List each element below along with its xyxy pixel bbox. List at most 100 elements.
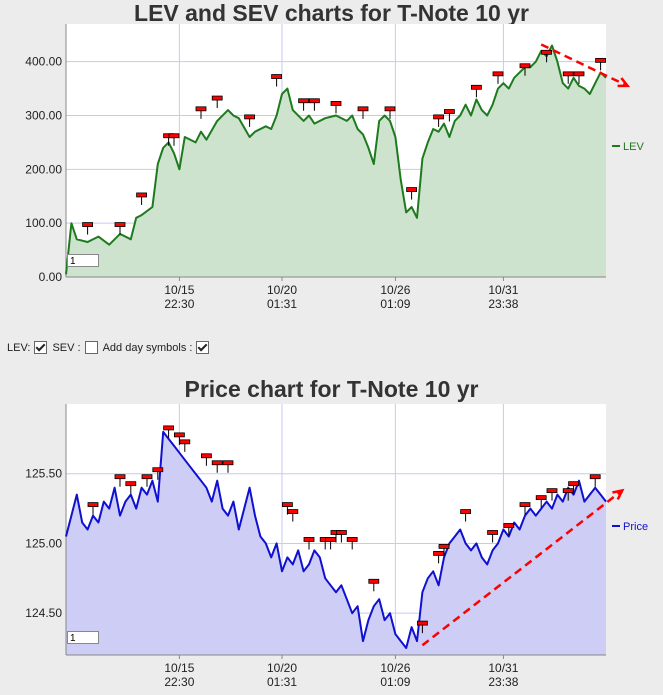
y-tick-label: 125.00 [25,536,62,550]
event-marker-flag [562,71,574,77]
event-marker-flag [368,578,380,584]
event-marker-flag [443,109,455,114]
event-marker-flag [163,425,175,431]
event-marker [335,530,347,543]
event-marker [298,98,310,111]
event-marker [433,114,445,127]
event-marker-flag [438,544,450,549]
event-marker [125,481,137,494]
event-marker [562,71,574,84]
event-marker-flag [546,488,558,494]
event-marker [82,222,93,235]
event-marker-flag [325,537,337,542]
x-tick-label-date: 10/15 [164,283,194,297]
event-marker-flag [406,187,418,192]
event-marker [519,502,531,515]
event-marker [443,109,455,122]
event-marker [460,509,472,522]
event-marker [346,537,358,550]
event-marker-flag [433,114,445,120]
event-marker-flag [141,474,153,480]
event-marker-flag [433,550,445,556]
event-marker-flag [173,432,185,438]
event-marker-flag [303,537,315,542]
event-marker-flag [281,502,293,507]
event-marker-flag [222,460,234,466]
event-marker-flag [298,98,310,104]
x-tick-label-time: 23:38 [488,297,518,311]
event-marker [136,192,148,205]
event-marker [492,71,504,84]
event-marker [200,453,212,466]
event-marker [519,63,531,76]
legend-label: Price [623,521,648,533]
event-marker-flag [200,453,212,459]
x-tick-label-date: 10/26 [380,283,410,297]
event-marker-flag [562,488,574,494]
x-tick-label-date: 10/31 [488,283,518,297]
y-tick-label: 124.50 [25,606,62,620]
event-marker-flag [460,509,472,514]
event-marker-flag [535,495,547,501]
event-marker [114,474,126,487]
event-marker [244,114,256,127]
event-marker-flag [541,49,552,55]
event-marker-flag [287,509,299,514]
event-marker [470,84,482,98]
event-marker-flag [211,460,223,466]
event-marker-flag [519,63,531,69]
trend-line [540,43,629,88]
price-chart-title: Price chart for T-Note 10 yr [184,376,479,402]
event-marker [271,74,283,87]
event-marker-flag [195,106,207,112]
event-marker [222,460,234,473]
event-marker [546,488,558,501]
event-marker-flag [589,474,601,480]
event-marker-flag [346,537,358,542]
event-marker [384,106,396,119]
event-marker [211,95,223,109]
event-marker-flag [384,106,396,112]
series-line [65,430,607,649]
event-marker [87,502,99,515]
y-tick-label: 300.00 [25,109,62,123]
event-marker-flag [271,74,283,79]
price-zoom-input[interactable]: 1 [67,631,99,644]
x-tick-label-time: 01:09 [380,675,410,689]
event-marker [168,133,180,146]
event-marker-flag [357,106,369,112]
event-marker [330,101,342,114]
day-symbols-checkbox[interactable] [196,341,210,354]
y-tick-label: 200.00 [25,162,62,176]
event-marker-flag [168,133,180,139]
event-marker [211,460,223,473]
y-tick-label: 125.50 [25,467,62,481]
trend-arrowhead [617,77,631,88]
lev-chart: 0.00100.00200.00300.00400.0010/1522:3010… [25,24,644,311]
event-marker [173,432,185,445]
series-area [66,431,606,655]
y-tick-label: 0.00 [39,270,63,284]
x-tick-label-date: 10/31 [488,661,518,675]
event-marker [163,425,175,438]
event-marker-flag [308,98,320,104]
event-marker [141,474,153,487]
event-marker [503,523,515,536]
event-marker-flag [416,620,428,626]
x-tick-label-time: 01:31 [267,297,297,311]
event-marker-flag [114,474,126,480]
event-marker [114,222,126,235]
event-marker-flag [573,71,585,77]
event-marker [368,578,380,592]
event-marker-flag [114,222,126,227]
event-marker-flag [152,467,164,473]
lev-zoom-input[interactable]: 1 [67,254,99,267]
series-area [66,45,606,277]
lev-checkbox[interactable] [34,341,48,354]
event-marker [589,474,601,487]
event-marker-flag [595,57,606,63]
x-tick-label-date: 10/20 [267,661,297,675]
event-marker-flag [87,502,99,507]
sev-checkbox[interactable] [84,341,98,354]
